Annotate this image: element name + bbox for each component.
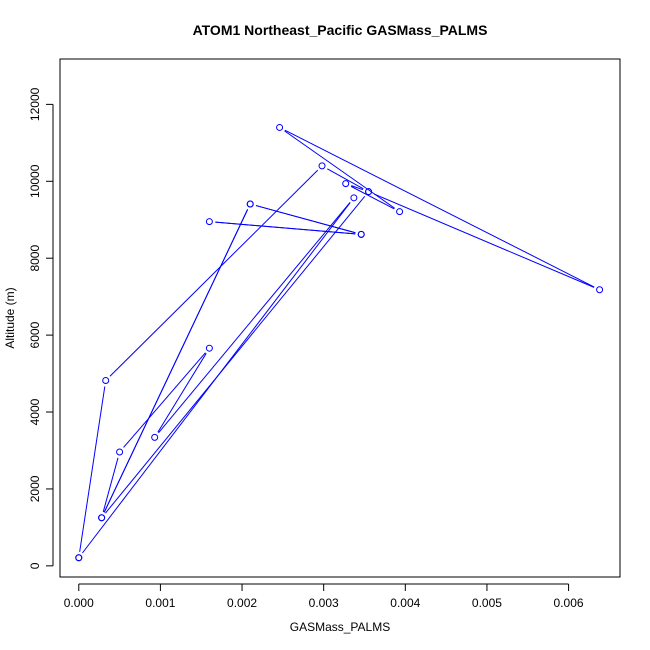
x-axis: 0.000 0.001 0.002 0.003 0.004 0.005 0.006: [64, 583, 584, 610]
y-tick-label: 10000: [28, 164, 42, 198]
data-point-marker: [116, 448, 124, 456]
y-tick-label: 2000: [28, 475, 42, 502]
plot-frame: [59, 58, 621, 578]
series-line-segment: [351, 185, 364, 191]
chart-title: ATOM1 Northeast_Pacific GASMass_PALMS: [193, 22, 488, 38]
y-tick-label: 0: [28, 562, 42, 569]
y-axis: 0 2000 4000 6000 8000 10000 12000: [28, 87, 54, 569]
series-line-segment: [284, 129, 595, 288]
x-axis-label: GASMass_PALMS: [290, 620, 390, 634]
data-point-marker: [365, 188, 373, 196]
data-point-marker: [98, 514, 106, 522]
data-point-marker: [396, 208, 404, 216]
data-point-marker: [357, 230, 365, 238]
data-point-marker: [276, 123, 284, 131]
series-line-segment: [103, 209, 249, 513]
series-line-segment: [123, 352, 206, 448]
y-tick-label: 6000: [28, 321, 42, 348]
x-tick-label: 0.001: [145, 596, 175, 610]
data-point-marker: [350, 194, 358, 202]
data-point-marker: [246, 200, 254, 208]
series-layer: [75, 123, 604, 562]
y-tick-label: 12000: [28, 87, 42, 121]
series-line-segment: [215, 221, 356, 235]
series-line-segment: [158, 202, 351, 434]
series-line-segment: [373, 193, 595, 288]
x-tick-label: 0.005: [472, 596, 502, 610]
data-point-marker: [75, 554, 83, 562]
x-tick-label: 0.004: [390, 596, 420, 610]
series-line-segment: [350, 185, 395, 210]
data-point-marker: [596, 286, 604, 294]
data-point-marker: [318, 162, 326, 170]
series-line-segment: [157, 353, 207, 433]
x-tick-label: 0.002: [227, 596, 257, 610]
data-point-marker: [342, 180, 350, 188]
x-tick-label: 0.003: [309, 596, 339, 610]
y-axis-label: Altitude (m): [3, 287, 17, 348]
data-point-marker: [205, 344, 213, 352]
x-tick-label: 0.000: [64, 596, 94, 610]
data-point-marker: [102, 376, 110, 384]
series-line-segment: [102, 457, 119, 513]
x-tick-label: 0.006: [554, 596, 584, 610]
series-line-segment: [327, 168, 364, 190]
data-point-marker: [151, 433, 159, 441]
y-tick-label: 4000: [28, 398, 42, 425]
series-line-segment: [79, 386, 106, 552]
series-line-segment: [109, 169, 319, 377]
series-line-segment: [105, 195, 366, 514]
data-point-marker: [205, 218, 213, 226]
y-tick-label: 8000: [28, 245, 42, 272]
